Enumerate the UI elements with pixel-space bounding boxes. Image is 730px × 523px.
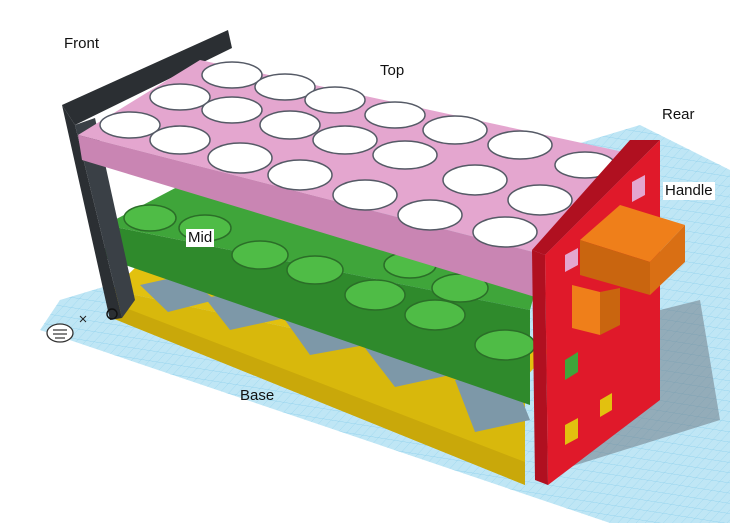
label-handle: Handle — [663, 182, 715, 200]
label-mid: Mid — [186, 229, 215, 247]
front-frame-part[interactable] — [62, 30, 232, 320]
label-base: Base — [240, 387, 275, 404]
label-rear: Rear — [662, 106, 695, 123]
handle-part[interactable] — [572, 205, 685, 335]
home-view-icon[interactable] — [46, 323, 74, 343]
mid-tray-part[interactable] — [105, 175, 545, 405]
label-top: Top — [380, 62, 405, 79]
axis-x-marker — [79, 308, 118, 323]
label-front: Front — [64, 35, 100, 52]
top-tray-part[interactable] — [78, 60, 660, 300]
